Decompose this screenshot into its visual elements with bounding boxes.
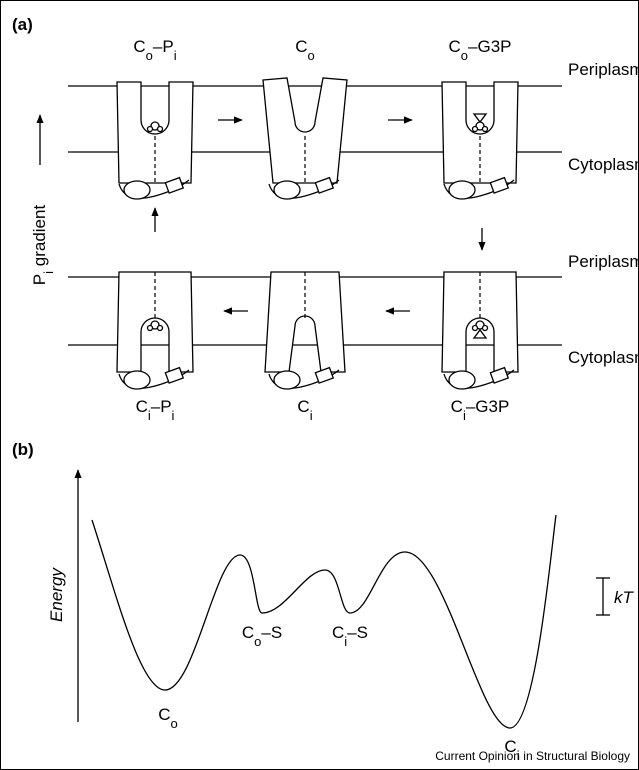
substrate [146, 125, 154, 133]
label-part: i [310, 408, 313, 423]
domain [314, 176, 335, 194]
substrate [481, 324, 489, 332]
transporter [262, 77, 348, 184]
label-part: i [517, 748, 520, 763]
arrows [36, 114, 486, 722]
panel-label: (b) [12, 440, 34, 459]
g3p [472, 328, 488, 339]
substrate [481, 125, 489, 133]
axis-label: Energy [47, 567, 66, 622]
state-label: Co–G3P [449, 37, 512, 63]
label-part: i [344, 634, 347, 649]
compartment-label: Periplasm [568, 252, 639, 271]
label-part: i [148, 408, 151, 423]
footer: Current Opinion in Structural Biology [435, 749, 630, 763]
domain [123, 370, 151, 390]
transporter [116, 271, 194, 373]
state-label: Ci [504, 737, 519, 763]
substrate [150, 320, 160, 330]
substrate [471, 125, 479, 133]
domain [123, 180, 151, 200]
state-label: Ci–G3P [451, 397, 510, 423]
label-part: i [41, 271, 56, 274]
substrate [146, 324, 154, 332]
state-label: Co [158, 705, 178, 731]
domain [489, 176, 510, 194]
label-part: o [171, 716, 178, 731]
label-part: o [308, 48, 315, 63]
compartment-label: Cytoplasm [568, 348, 639, 367]
label-part: o [461, 48, 468, 63]
state-label: Ci–S [332, 623, 368, 649]
label-part: C [133, 37, 145, 56]
kt-scale [596, 577, 610, 616]
label-part: i [463, 408, 466, 423]
state-label: Ci [297, 397, 312, 423]
panel-label: (a) [12, 15, 33, 34]
domain [448, 370, 476, 390]
domain [164, 176, 185, 194]
scale-label: kT [614, 588, 635, 607]
label-part: gradient [30, 205, 49, 271]
label-part: i [172, 408, 175, 423]
label-part: P [30, 274, 49, 285]
label-part: C [332, 623, 344, 642]
label-part: C [136, 397, 148, 416]
label-part: C [242, 623, 254, 642]
label-part: –S [347, 623, 368, 642]
domain [448, 180, 476, 200]
label-part: o [254, 634, 261, 649]
label-part: –G3P [466, 397, 509, 416]
substrate [156, 125, 164, 133]
state-label: Pi gradient [30, 205, 56, 286]
g3p [472, 113, 488, 124]
label-part: –P [151, 397, 172, 416]
label-part: C [449, 37, 461, 56]
state-label: Co–S [242, 623, 282, 649]
label-part: C [295, 37, 307, 56]
label-part: C [504, 737, 516, 756]
transporter [441, 81, 519, 184]
transporter [264, 271, 346, 373]
domain [273, 180, 301, 200]
substrate [150, 121, 160, 131]
label-part: –P [153, 37, 174, 56]
compartment-label: Periplasm [568, 60, 639, 79]
transporter [441, 271, 519, 373]
label-part: –S [261, 623, 282, 642]
label-part: –G3P [468, 37, 511, 56]
state-label: Ci–Pi [136, 397, 175, 423]
label-part: o [146, 48, 153, 63]
energy-curve [91, 514, 557, 729]
domain [273, 370, 301, 390]
label-part: C [451, 397, 463, 416]
compartment-label: Cytoplasm [568, 155, 639, 174]
domain [489, 366, 510, 384]
transporters [116, 77, 519, 390]
label-part: C [158, 705, 170, 724]
state-label: Co [295, 37, 315, 63]
transporter [116, 81, 194, 184]
label-part: i [174, 48, 177, 63]
substrate [156, 324, 164, 332]
substrate [471, 324, 479, 332]
domain [314, 366, 335, 384]
label-part: C [297, 397, 309, 416]
state-label: Co–Pi [133, 37, 176, 63]
domain [164, 366, 185, 384]
